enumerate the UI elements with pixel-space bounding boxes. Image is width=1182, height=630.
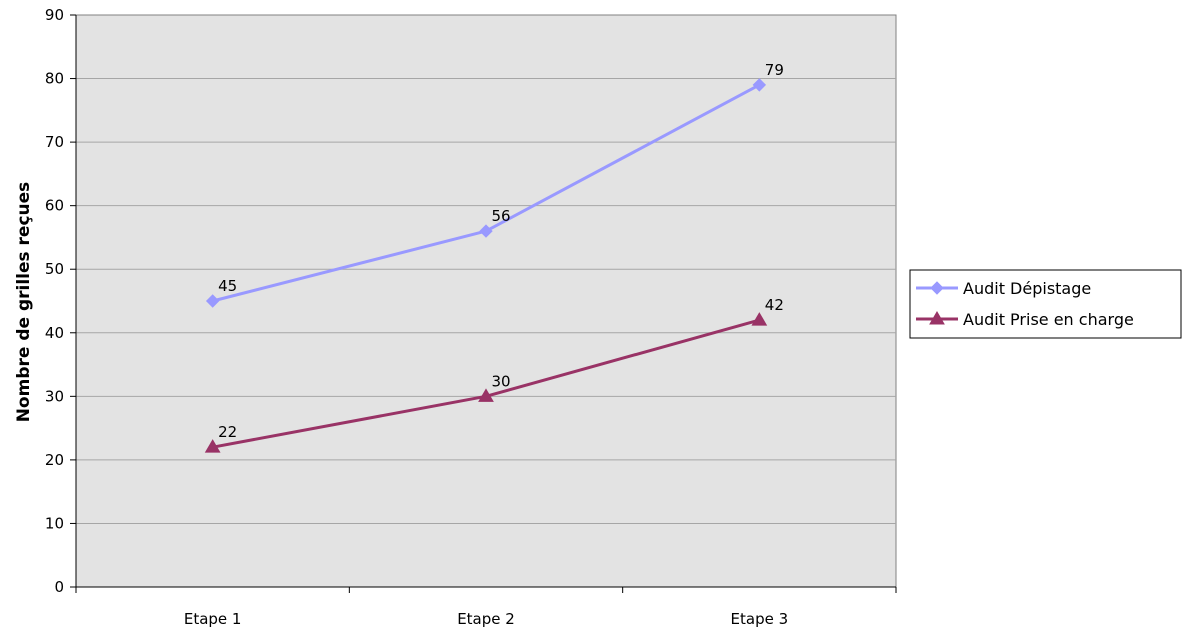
y-tick-label: 80 [45,70,64,88]
axes: 0 10 20 30 40 50 60 70 80 90 Etape 1 Etape 2 Etape 3 [45,6,897,628]
legend-entry: Audit Prise en charge [963,310,1134,329]
data-label: 79 [765,61,784,79]
y-axis-label: Nombre de grilles reçues [14,182,34,423]
y-tick-label: 50 [45,260,64,278]
y-tick-label: 30 [45,387,64,405]
series-lines [204,78,768,453]
data-point-marker [205,294,220,308]
data-label: 30 [491,372,510,390]
data-label: 42 [765,296,784,314]
data-point-marker [478,388,494,402]
data-label: 56 [491,207,510,225]
x-tick-label: Etape 2 [457,610,515,628]
data-point-marker [751,312,768,326]
gridlines [76,78,896,524]
y-tick-label: 20 [45,451,64,469]
data-point-marker [479,224,493,238]
legend-swatch-marker [930,281,944,295]
x-tick-label: Etape 1 [184,610,242,628]
y-tick-label: 70 [45,133,64,151]
data-point-marker [204,439,221,453]
data-labels: 45 56 79 22 30 42 [218,61,784,441]
y-tick-label: 90 [45,6,64,24]
legend-box [909,269,1182,339]
data-label: 45 [218,277,237,295]
y-tick-label: 0 [54,578,64,596]
y-tick-label: 60 [45,197,64,215]
legend: Audit Dépistage Audit Prise en charge [909,269,1182,339]
x-tick-label: Etape 3 [731,610,789,628]
legend-swatch-marker [929,311,945,325]
data-label: 22 [218,423,237,441]
legend-entry: Audit Dépistage [963,279,1091,298]
y-tick-label: 40 [45,324,64,342]
data-point-marker [752,78,767,92]
y-tick-label: 10 [45,514,64,532]
